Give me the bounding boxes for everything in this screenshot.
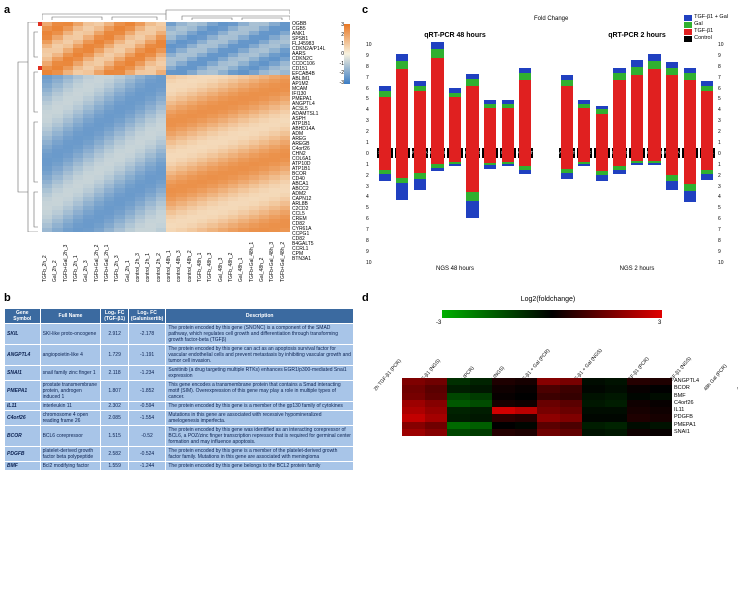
gene-table: Gene SymbolFull NameLog₂ FC (TGF-β1)Log₂… (4, 308, 354, 471)
bars-left: SNAI1SKILPMEPA1PDGFBIL11C4orf26BMFBCORAN… (376, 41, 534, 265)
heatmap-d-rowlabels: ANGPTL4BCORBMFC4orf26IL11PDGFBPMEPA1SNAI… (674, 378, 699, 436)
panel-b-label: b (4, 292, 11, 304)
heatmap-d-collabels: 2h TGF-β1 (PCR)2h TGF-β1 (NGS)2h Gal (PC… (402, 330, 672, 376)
subplot-right-bottom: NGS 2 hours (558, 266, 716, 272)
panel-d-heatmap: d Log2(foldchange) -3 3 2h TGF-β1 (PCR)2… (362, 292, 734, 442)
subplot-right: qRT-PCR 2 hours ANGPTL4BCORBMFC4orf26IL1… (558, 32, 716, 272)
subplot-left-title: qRT-PCR 48 hours (376, 32, 534, 39)
heatmap-d-grid (402, 378, 672, 436)
panel-c-barcharts: c Fold Change TGF-β1 + GalGalTGF-β1Contr… (362, 4, 734, 284)
table-row: BCORBCL6 corepressor1.515-0.52The protei… (5, 426, 354, 447)
bars-right: ANGPTL4BCORBMFC4orf26IL11PDGFBPMEPA1SKIL… (558, 41, 716, 265)
subplot-right-title: qRT-PCR 2 hours (558, 32, 716, 39)
subplot-left-bottom: NGS 48 hours (376, 266, 534, 272)
table-body: SKILSKI-like proto-oncogene2.912-2.178Th… (5, 324, 354, 471)
heatmap-a-collabels: TGFb_2h_2Gal_2h_2TGFb+Gal_2h_3TGFb_2h_1G… (42, 234, 290, 282)
table-row: PDGFBplatelet-derived growth factor beta… (5, 447, 354, 462)
subplot-left: qRT-PCR 48 hours SNAI1SKILPMEPA1PDGFBIL1… (376, 32, 534, 272)
table-row: SKILSKI-like proto-oncogene2.912-2.178Th… (5, 324, 354, 345)
panel-a-heatmap: a OGBBCGB5ANK1SPSB1FLJ45983CDKN2A/P14LAA… (4, 4, 354, 284)
table-row: C4orf26chromosome 4 open reading frame 2… (5, 411, 354, 426)
col-dendrogram (42, 8, 290, 20)
heatmap-a-grid (42, 22, 290, 232)
gradient-title: Log2(foldchange) (362, 296, 734, 303)
gradient-max: 3 (658, 320, 661, 326)
panel-b-table: b Gene SymbolFull NameLog₂ FC (TGF-β1)Lo… (4, 292, 354, 440)
table-row: BMFBcl2 modifying factor1.559-1.244The p… (5, 462, 354, 471)
yticks-left: 10987654321012345678910 (366, 42, 372, 266)
table-header-row: Gene SymbolFull NameLog₂ FC (TGF-β1)Log₂… (5, 309, 354, 324)
table-row: IL11interleukin 112.302-0.594The protein… (5, 402, 354, 411)
panel-a-label: a (4, 4, 10, 16)
table-row: PMEPA1prostate transmembrane protein, an… (5, 381, 354, 402)
row-dendrogram (8, 22, 40, 232)
fold-change-label: Fold Change (534, 16, 568, 22)
colorbar-a (344, 24, 350, 84)
panel-c-label: c (362, 4, 368, 16)
table-row: SNAI1snail family zinc finger 12.118-1.2… (5, 366, 354, 381)
table-row: ANGPTL4angiopoietin-like 41.729-1.191The… (5, 345, 354, 366)
gradient-bar (442, 310, 662, 318)
yticks-right: 10987654321012345678910 (718, 42, 724, 266)
gradient-min: -3 (436, 320, 441, 326)
